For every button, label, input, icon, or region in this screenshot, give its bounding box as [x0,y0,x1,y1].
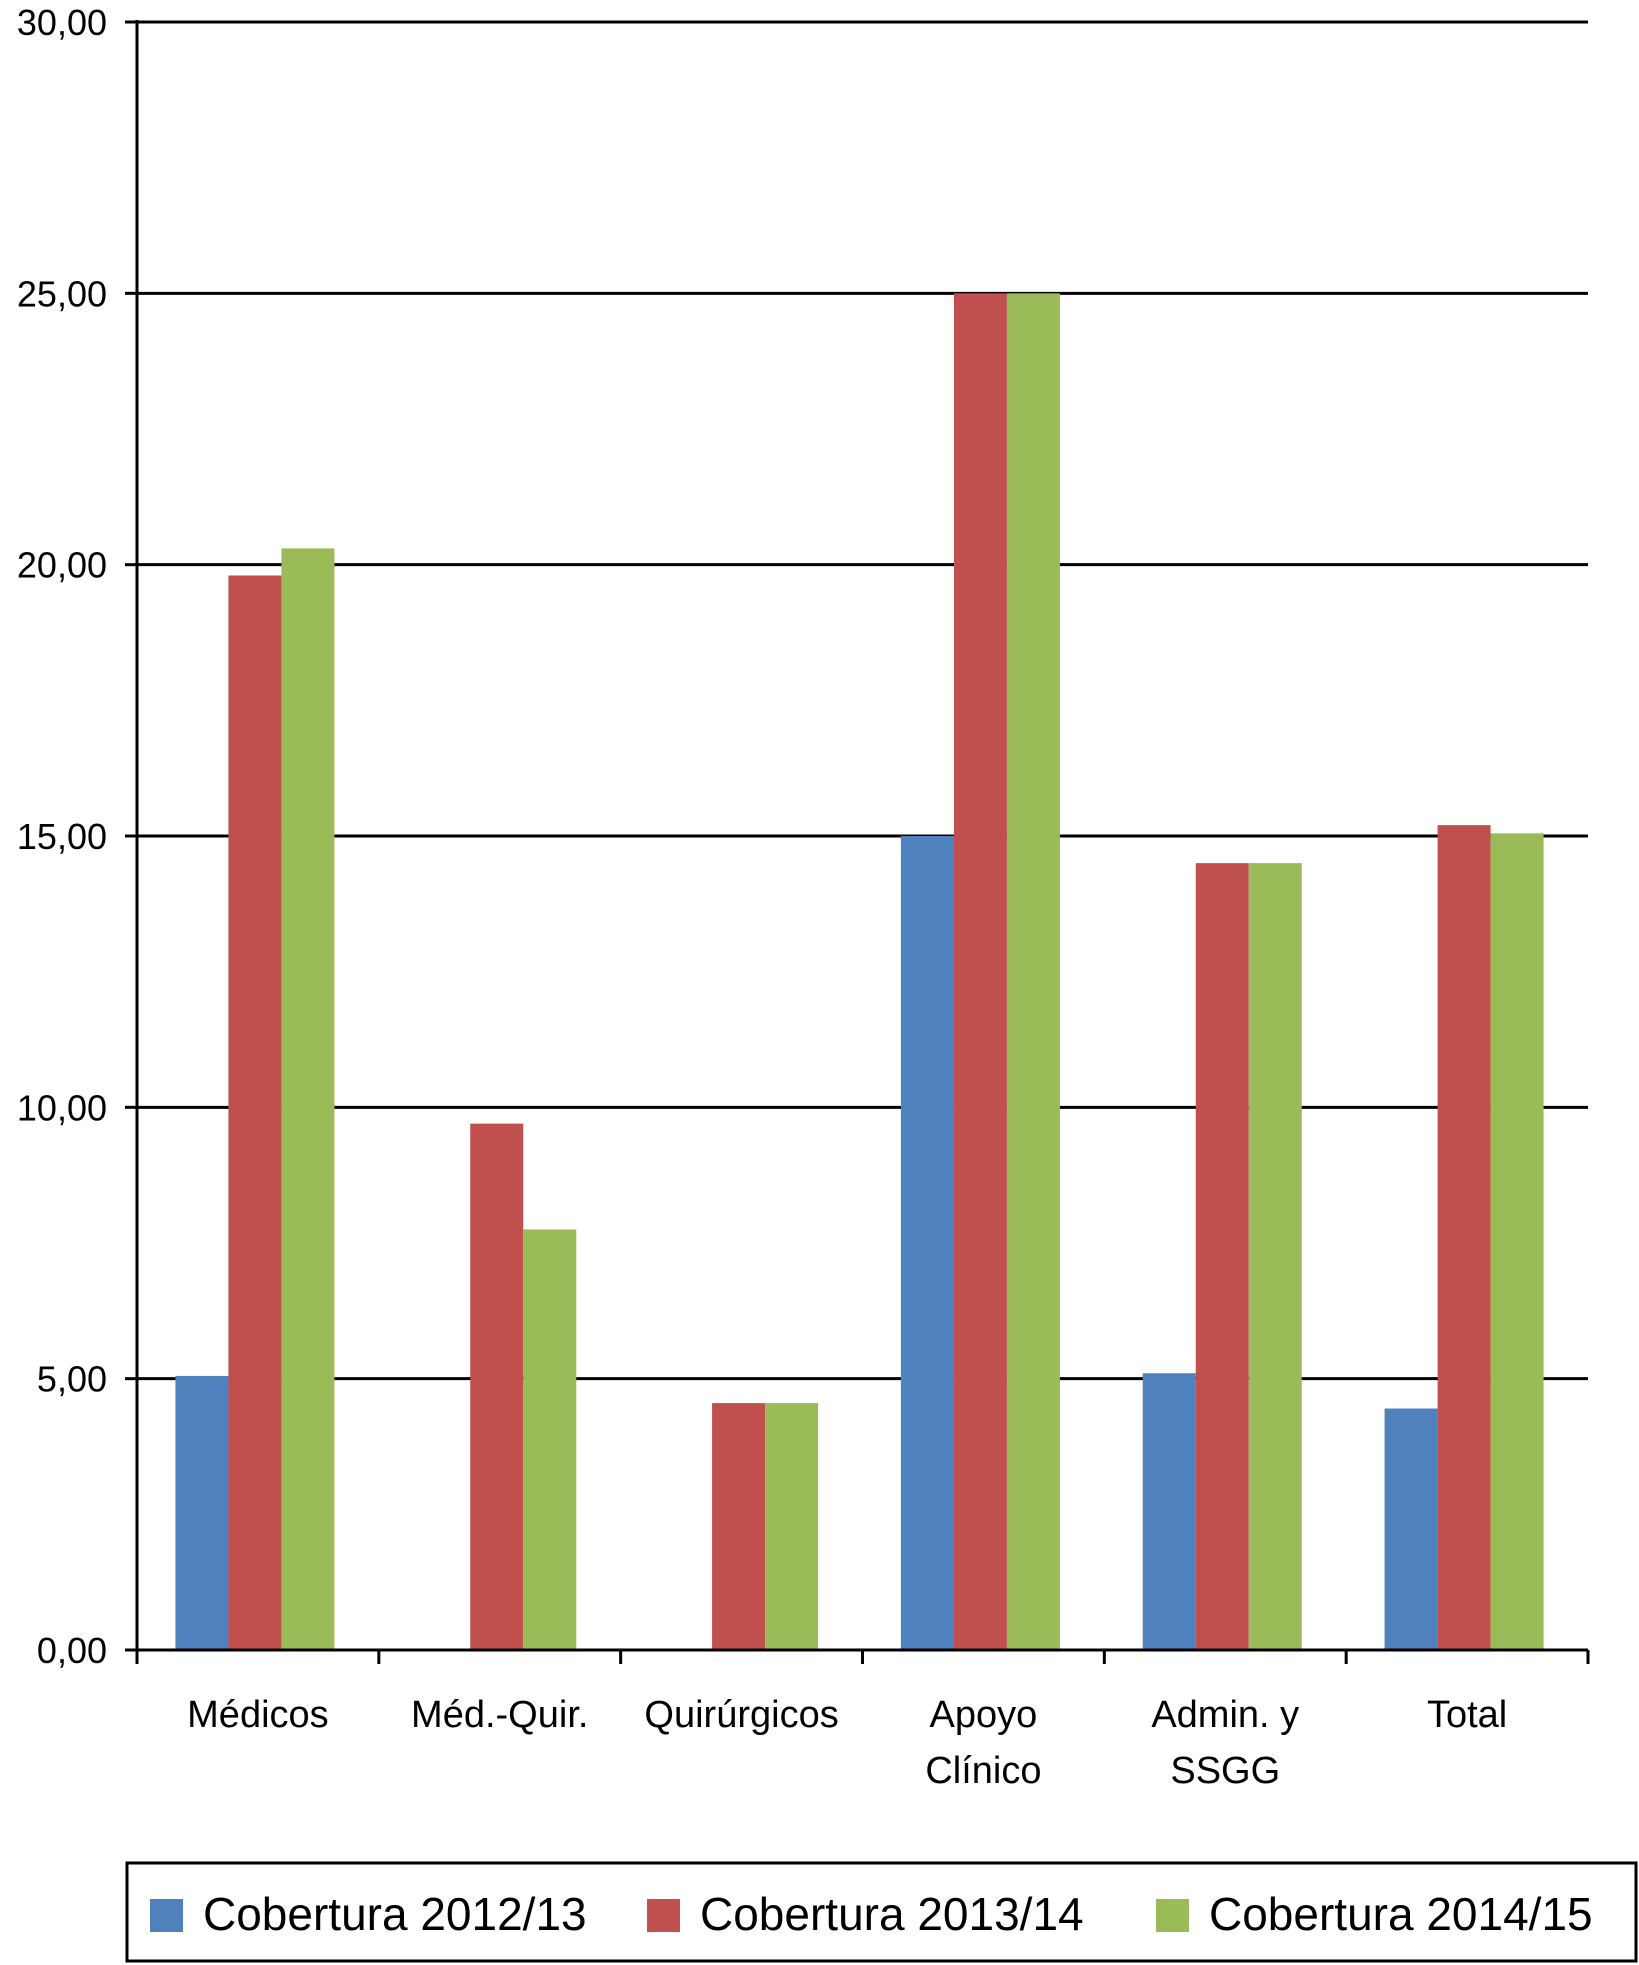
legend-swatch [1156,1899,1189,1932]
y-tick-label: 20,00 [17,545,107,586]
bar [1384,1408,1438,1650]
x-category-label: SSGG [1170,1750,1280,1792]
legend: Cobertura 2012/13 Cobertura 2013/14 Cobert… [125,1861,1638,1963]
bar [900,836,954,1650]
y-tick-label: 15,00 [17,816,107,857]
bar [1006,293,1060,1650]
bar [765,1403,819,1650]
x-category-label: Quirúrgicos [644,1694,838,1736]
y-tick-label: 25,00 [17,273,107,314]
bar [712,1403,766,1650]
bar [523,1229,577,1650]
bar [1195,863,1249,1650]
legend-label: Cobertura 2014/15 [1209,1888,1593,1940]
legend-box [125,1861,1638,1963]
legend-swatch [647,1899,680,1932]
legend-label: Cobertura 2013/14 [700,1888,1084,1940]
bar [1490,833,1544,1650]
bar [1248,863,1302,1650]
x-category-labels: Médicos Méd.-Quir. Quirúrgicos Apoyo Clínico… [187,1694,1507,1792]
x-category-label: Apoyo [930,1694,1038,1736]
x-category-label: Méd.-Quir. [411,1694,588,1736]
bars [175,293,1544,1650]
bar [175,1375,229,1650]
axes [125,20,1590,1664]
bar [1437,825,1491,1650]
bar [470,1123,524,1650]
bar [1142,1373,1196,1650]
y-tick-labels: 0,00 5,00 10,00 15,00 20,00 25,00 30,00 [17,2,107,1671]
y-tick-label: 0,00 [37,1630,107,1671]
legend-label: Cobertura 2012/13 [203,1888,587,1940]
gridlines [137,20,1588,1381]
bar [281,548,335,1650]
bar [953,293,1007,1650]
x-category-label: Clínico [925,1750,1041,1792]
x-category-label: Total [1427,1694,1507,1736]
bar [228,575,282,1650]
y-tick-label: 30,00 [17,2,107,43]
legend-swatch [150,1899,183,1932]
y-tick-label: 10,00 [17,1087,107,1128]
y-tick-label: 5,00 [37,1359,107,1400]
x-category-label: Admin. y [1151,1694,1299,1736]
x-category-label: Médicos [187,1694,329,1736]
